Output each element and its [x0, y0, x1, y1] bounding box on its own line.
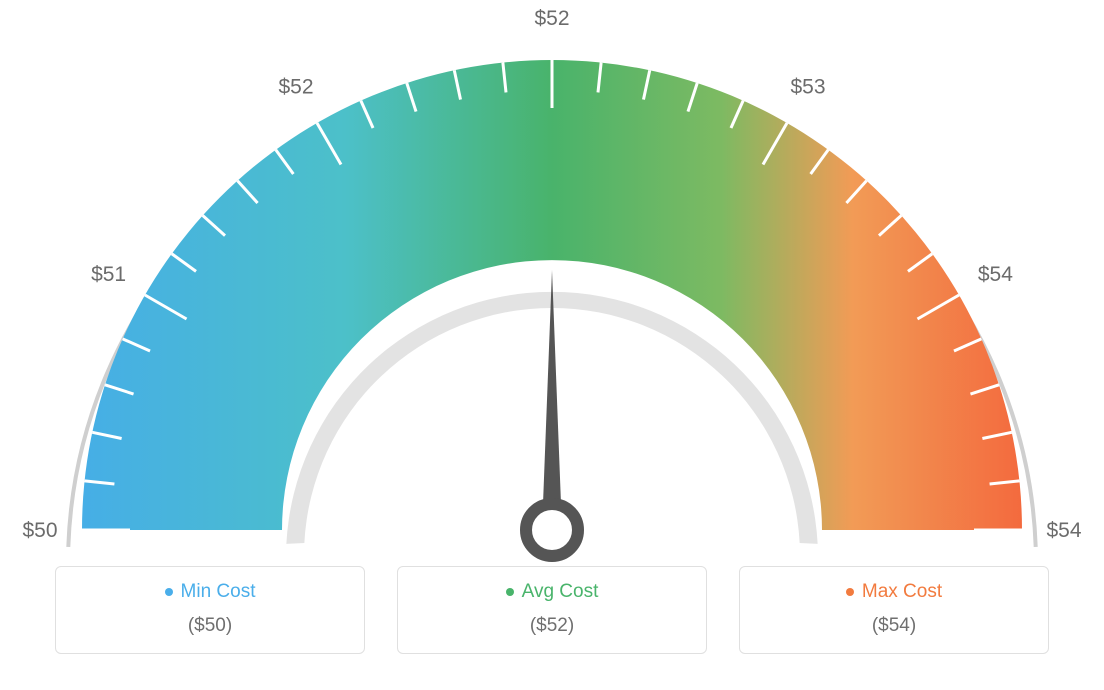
- legend-value-min: ($50): [66, 615, 354, 637]
- legend-label-avg: Avg Cost: [522, 581, 599, 603]
- legend-value-max: ($54): [750, 615, 1038, 637]
- svg-text:$51: $51: [91, 263, 126, 286]
- gauge-svg: $50 $51 $52 $52 $53 $54 $54: [0, 0, 1104, 580]
- legend-label-min: Min Cost: [181, 581, 256, 603]
- legend-title-avg: Avg Cost: [506, 581, 599, 603]
- legend-dot-avg: [506, 588, 514, 596]
- legend-value-avg: ($52): [408, 615, 696, 637]
- svg-text:$53: $53: [790, 76, 825, 99]
- svg-text:$52: $52: [278, 76, 313, 99]
- svg-text:$54: $54: [978, 263, 1013, 286]
- svg-text:$50: $50: [22, 519, 57, 542]
- legend-dot-min: [165, 588, 173, 596]
- svg-text:$54: $54: [1046, 519, 1081, 542]
- gauge-chart: $50 $51 $52 $52 $53 $54 $54: [0, 0, 1104, 570]
- legend-label-max: Max Cost: [862, 581, 942, 603]
- svg-text:$52: $52: [534, 7, 569, 30]
- legend-title-max: Max Cost: [846, 581, 942, 603]
- legend-title-min: Min Cost: [165, 581, 256, 603]
- legend-dot-max: [846, 588, 854, 596]
